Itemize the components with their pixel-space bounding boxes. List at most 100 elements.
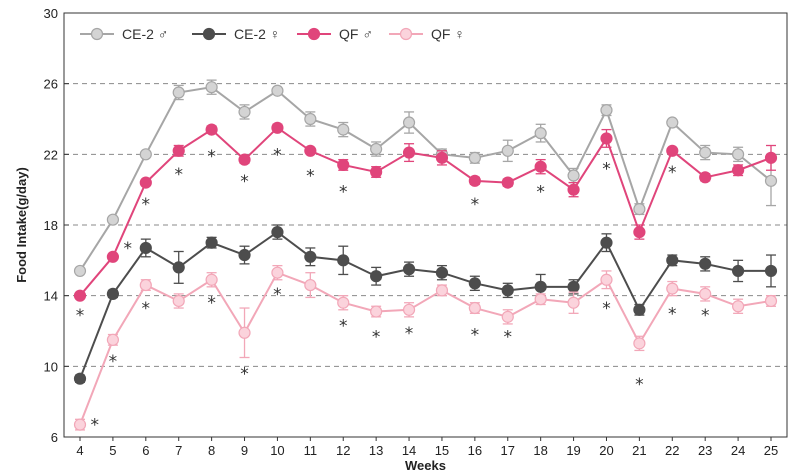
data-point: [666, 254, 679, 267]
data-point: [402, 263, 416, 276]
legend-item: CE-2 ♂: [80, 26, 168, 42]
legend-label: CE-2 ♂: [122, 26, 168, 42]
data-point: [172, 86, 185, 99]
data-point: [600, 236, 613, 249]
significance-star: *: [123, 239, 132, 259]
data-point: [468, 277, 481, 290]
data-point: [534, 293, 547, 306]
x-tick-label: 4: [76, 443, 83, 458]
data-point: [172, 261, 185, 274]
data-point: [304, 250, 317, 263]
legend-item: CE-2 ♀: [192, 26, 280, 42]
x-axis-title: Weeks: [405, 458, 446, 473]
y-tick-label: 18: [44, 218, 58, 233]
data-point: [402, 146, 416, 159]
data-point: [764, 264, 778, 278]
data-point: [600, 132, 613, 145]
significance-star: *: [668, 304, 677, 324]
x-tick-label: 10: [270, 443, 284, 458]
legend-swatch-marker: [307, 27, 321, 41]
significance-star: *: [142, 195, 151, 215]
significance-star: *: [273, 285, 282, 305]
data-point: [764, 294, 778, 308]
legend-swatch-marker: [399, 27, 413, 41]
data-point: [699, 171, 712, 184]
legend-label: QF ♂: [339, 26, 373, 42]
data-point: [304, 144, 317, 157]
data-point: [501, 310, 514, 323]
data-point: [205, 123, 218, 136]
x-tick-label: 9: [241, 443, 248, 458]
data-point: [699, 257, 712, 270]
data-point: [633, 203, 646, 216]
data-point: [271, 84, 284, 97]
x-tick-label: 6: [142, 443, 149, 458]
x-axis-ticks: 4 5 6 7 8 9 10 11 12 13 14 15 16 17 18 19 20 21 22 23 24 25: [76, 437, 778, 458]
x-tick-label: 19: [566, 443, 580, 458]
x-tick-label: 8: [208, 443, 215, 458]
data-point: [271, 121, 284, 134]
significance-star: *: [339, 182, 348, 202]
data-point: [600, 104, 613, 117]
data-point: [764, 174, 778, 187]
data-point: [73, 418, 87, 431]
significance-star: *: [504, 327, 513, 347]
data-point: [567, 280, 580, 293]
data-point: [699, 146, 712, 159]
x-tick-label: 23: [698, 443, 712, 458]
data-point: [238, 153, 251, 166]
data-point: [304, 112, 317, 126]
data-point: [468, 174, 481, 187]
significance-markers: * * * * * * * * * * * * * * * * * * * * * * * * * * * *: [76, 145, 710, 435]
x-tick-label: 20: [599, 443, 613, 458]
x-tick-label: 15: [435, 443, 449, 458]
data-point: [73, 372, 87, 385]
significance-star: *: [602, 159, 611, 179]
data-point: [435, 151, 449, 164]
data-point: [73, 264, 87, 278]
data-point: [633, 225, 646, 239]
data-point: [370, 305, 383, 318]
legend-item: QF ♂: [297, 26, 373, 42]
y-tick-label: 6: [51, 430, 58, 445]
data-point: [666, 282, 679, 295]
series-layer: [73, 79, 778, 431]
x-tick-label: 14: [402, 443, 416, 458]
data-point: [238, 248, 251, 262]
series-line: [79, 271, 772, 425]
significance-star: *: [372, 327, 381, 347]
series-0: [73, 79, 778, 278]
series-line: [79, 230, 771, 380]
data-point: [205, 236, 218, 249]
data-point: [731, 164, 745, 177]
data-point: [139, 241, 152, 255]
data-point: [534, 160, 547, 173]
significance-star: *: [76, 306, 85, 326]
significance-star: *: [339, 317, 348, 337]
significance-star: *: [668, 163, 677, 183]
legend: CE-2 ♂ CE-2 ♀ QF ♂ QF ♀: [80, 26, 465, 42]
x-tick-label: 21: [632, 443, 646, 458]
significance-star: *: [273, 145, 282, 165]
data-point: [501, 176, 514, 189]
data-point: [337, 254, 350, 267]
data-point: [337, 123, 350, 136]
x-tick-label: 18: [533, 443, 547, 458]
data-point: [731, 264, 745, 278]
x-tick-label: 12: [336, 443, 350, 458]
significance-star: *: [602, 299, 611, 319]
x-tick-label: 17: [501, 443, 515, 458]
data-point: [402, 303, 416, 316]
x-tick-label: 13: [369, 443, 383, 458]
significance-star: *: [240, 364, 249, 384]
series-line: [79, 86, 772, 272]
data-point: [501, 284, 514, 297]
x-tick-label: 25: [764, 443, 778, 458]
data-point: [337, 296, 350, 309]
data-point: [172, 294, 185, 308]
data-point: [205, 81, 218, 94]
x-tick-label: 7: [175, 443, 182, 458]
data-point: [106, 250, 120, 263]
data-point: [73, 289, 87, 302]
